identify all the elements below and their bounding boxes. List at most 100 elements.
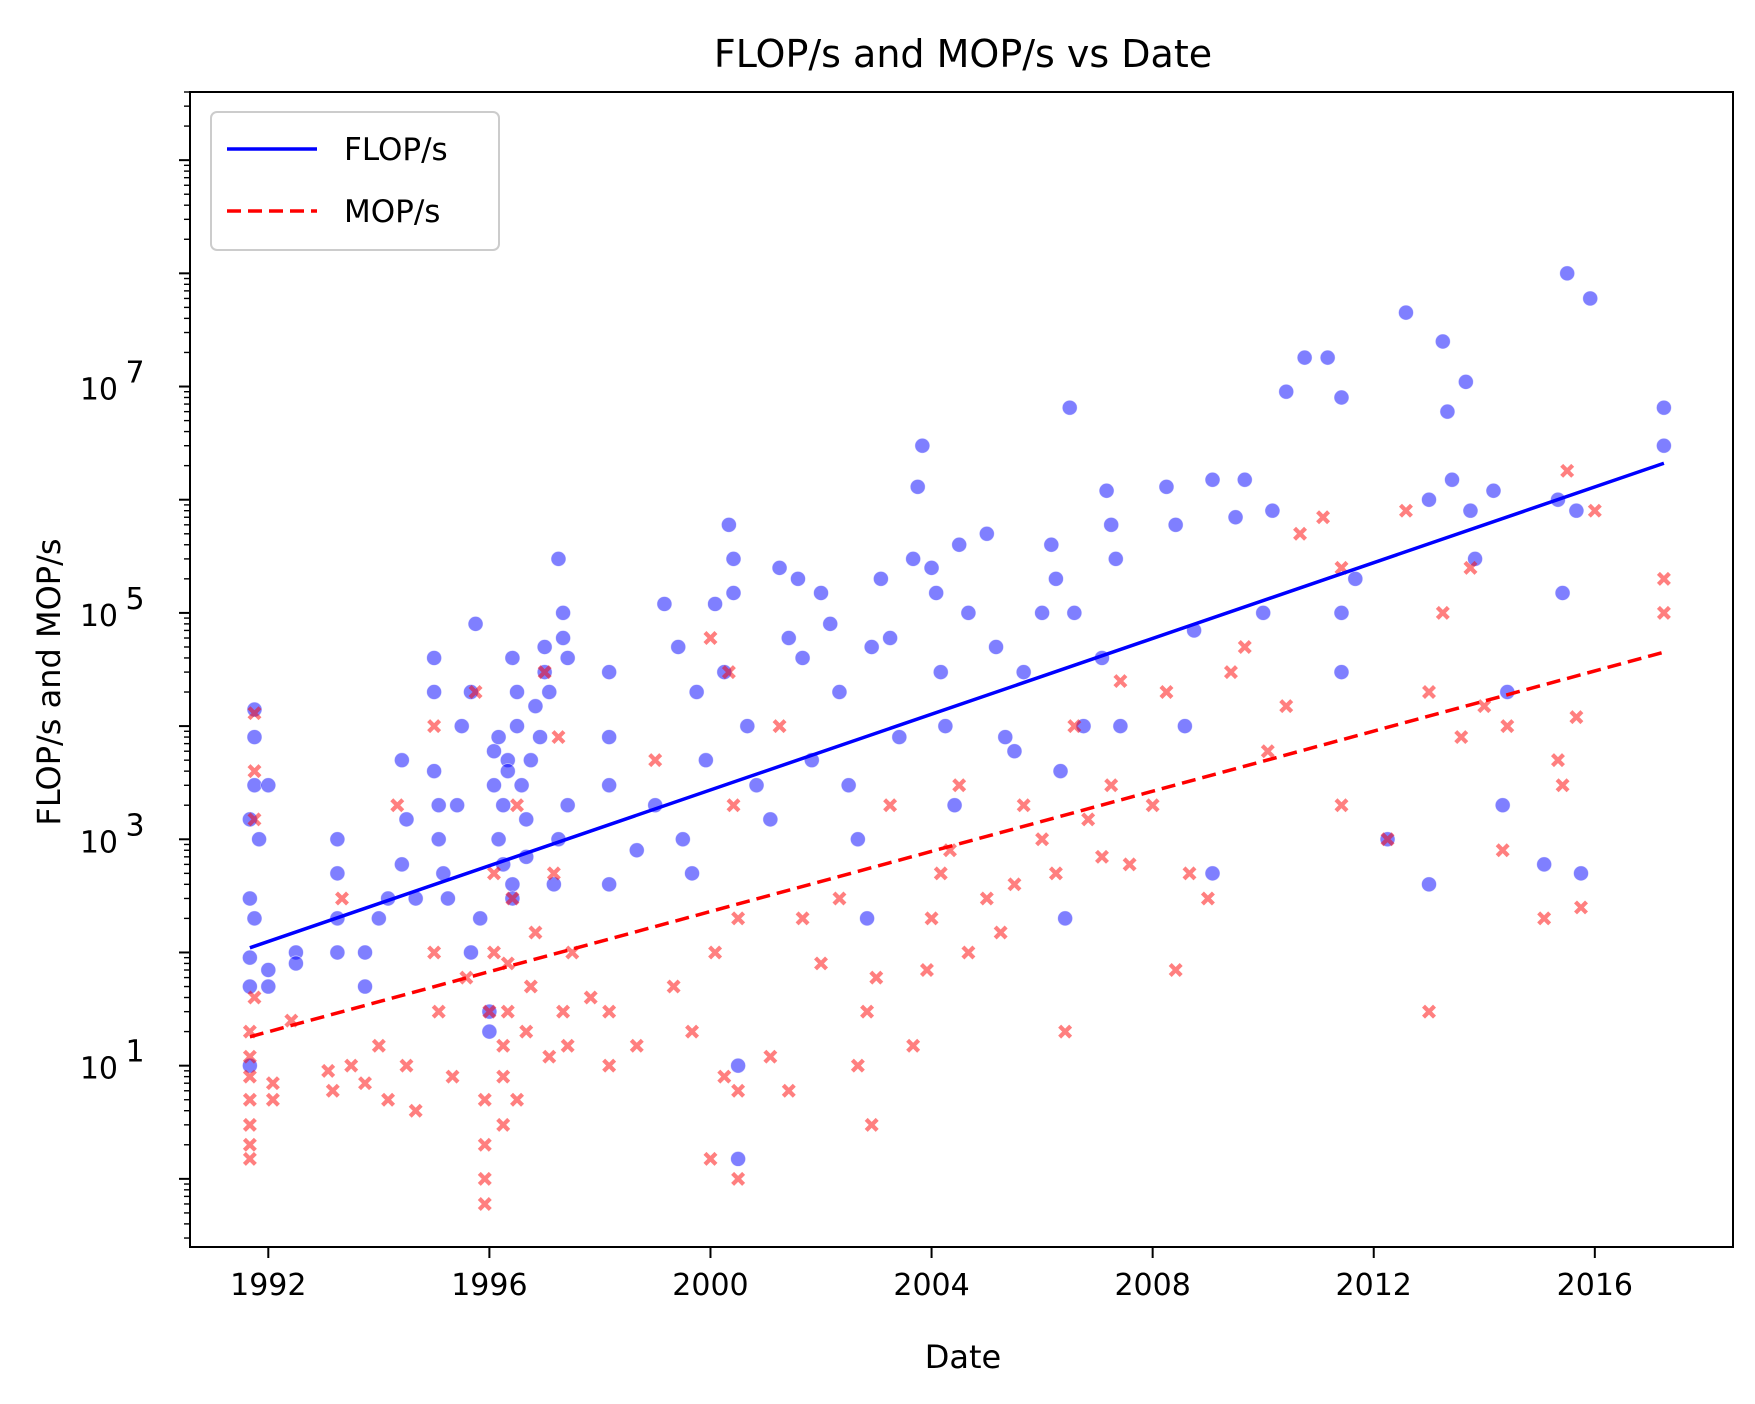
flops-point xyxy=(1112,718,1129,734)
flops-point xyxy=(1236,471,1253,488)
flops-point xyxy=(882,630,899,646)
mops-point xyxy=(979,891,994,906)
mops-point xyxy=(731,911,746,926)
flops-point xyxy=(329,831,346,848)
mops-point xyxy=(629,1038,644,1053)
mops-point xyxy=(487,945,501,960)
flops-trend-line xyxy=(249,461,1665,950)
flops-point xyxy=(1434,333,1451,350)
x-tick-label: 1996 xyxy=(451,1268,527,1303)
flops-point xyxy=(822,615,839,632)
legend: FLOP/s MOP/s xyxy=(210,111,500,251)
flops-point xyxy=(707,596,723,612)
y-tick-exponent: 3 xyxy=(125,808,144,843)
mops-point xyxy=(731,1171,746,1186)
flops-point xyxy=(495,797,512,814)
mops-point xyxy=(431,1004,446,1019)
flops-point xyxy=(790,570,806,587)
flops-point xyxy=(1333,389,1350,406)
flops-point xyxy=(370,910,387,927)
y-axis-label: FLOP/s and MOP/s xyxy=(30,538,68,825)
flops-point xyxy=(1573,865,1589,882)
flops-point xyxy=(914,437,931,454)
flops-point xyxy=(504,876,521,893)
flops-point xyxy=(246,777,263,794)
flops-point xyxy=(909,478,926,495)
flops-point xyxy=(536,639,553,655)
flops-point xyxy=(1582,290,1599,307)
flops-point xyxy=(486,743,502,760)
flops-point xyxy=(720,516,737,533)
flops-point xyxy=(430,831,447,848)
mops-point xyxy=(1656,571,1671,586)
mops-point xyxy=(445,1069,460,1084)
mops-point xyxy=(703,631,718,646)
mops-point xyxy=(519,1024,534,1039)
mops-point xyxy=(1081,812,1096,827)
mops-point xyxy=(1587,503,1602,518)
mops-point xyxy=(242,1137,257,1152)
mops-point xyxy=(321,1063,336,1078)
flops-point xyxy=(559,650,576,666)
mops-point xyxy=(1007,877,1022,892)
flops-point xyxy=(559,797,576,814)
mops-point xyxy=(869,970,884,985)
mops-point xyxy=(477,1137,492,1152)
x-axis: 1992 1996 2000 2004 2008 2012 2016 xyxy=(230,1247,1633,1303)
flops-point xyxy=(863,639,880,655)
flops-point xyxy=(513,777,530,794)
mops-point xyxy=(1035,832,1050,847)
mops-point xyxy=(685,1024,700,1039)
series-2 xyxy=(249,461,1665,950)
flops-point xyxy=(840,777,857,794)
flops-point xyxy=(1444,471,1460,488)
mops-point xyxy=(602,1004,617,1019)
flops-point xyxy=(928,585,945,601)
mops-point xyxy=(477,1092,492,1107)
legend-label-flops: FLOP/s xyxy=(344,132,448,168)
flops-point xyxy=(481,1023,498,1040)
mops-point xyxy=(325,1083,340,1098)
mops-point xyxy=(408,1103,423,1118)
mops-point xyxy=(961,945,976,960)
mops-point xyxy=(1293,526,1308,541)
mops-point xyxy=(1016,798,1031,813)
flops-point xyxy=(260,777,277,794)
flops-point xyxy=(932,664,949,680)
mops-point xyxy=(477,1196,492,1211)
mops-point xyxy=(459,970,474,985)
mops-point xyxy=(242,1092,257,1107)
flops-point xyxy=(251,831,267,848)
flops-point xyxy=(522,752,539,769)
mops-point xyxy=(1048,866,1063,881)
mops-point xyxy=(482,1004,497,1019)
x-tick-label: 2008 xyxy=(1114,1268,1190,1303)
flops-point xyxy=(1296,349,1313,366)
flops-point xyxy=(1554,585,1571,601)
series-3 xyxy=(249,650,1665,1039)
flops-point xyxy=(1006,743,1023,760)
mops-point xyxy=(496,1038,511,1053)
mops-point xyxy=(1550,753,1565,768)
flops-point xyxy=(453,718,470,734)
mops-point xyxy=(1058,1024,1073,1039)
mops-point xyxy=(919,963,934,977)
mops-point xyxy=(1094,849,1109,864)
mops-point xyxy=(546,866,561,881)
mops-point xyxy=(1537,911,1552,926)
mops-point xyxy=(1380,832,1395,847)
flops-point xyxy=(1052,763,1069,780)
mops-point xyxy=(814,956,829,971)
flops-point xyxy=(449,797,466,814)
flops-point xyxy=(357,944,373,961)
mops-point xyxy=(832,891,847,906)
mops-point xyxy=(906,1038,921,1053)
flops-point xyxy=(398,811,415,828)
mops-point xyxy=(731,1083,746,1098)
flops-point xyxy=(1439,403,1456,420)
flops-point xyxy=(794,650,811,666)
flops-point xyxy=(472,910,489,927)
mops-point xyxy=(1422,685,1436,700)
mops-point xyxy=(1182,866,1197,881)
